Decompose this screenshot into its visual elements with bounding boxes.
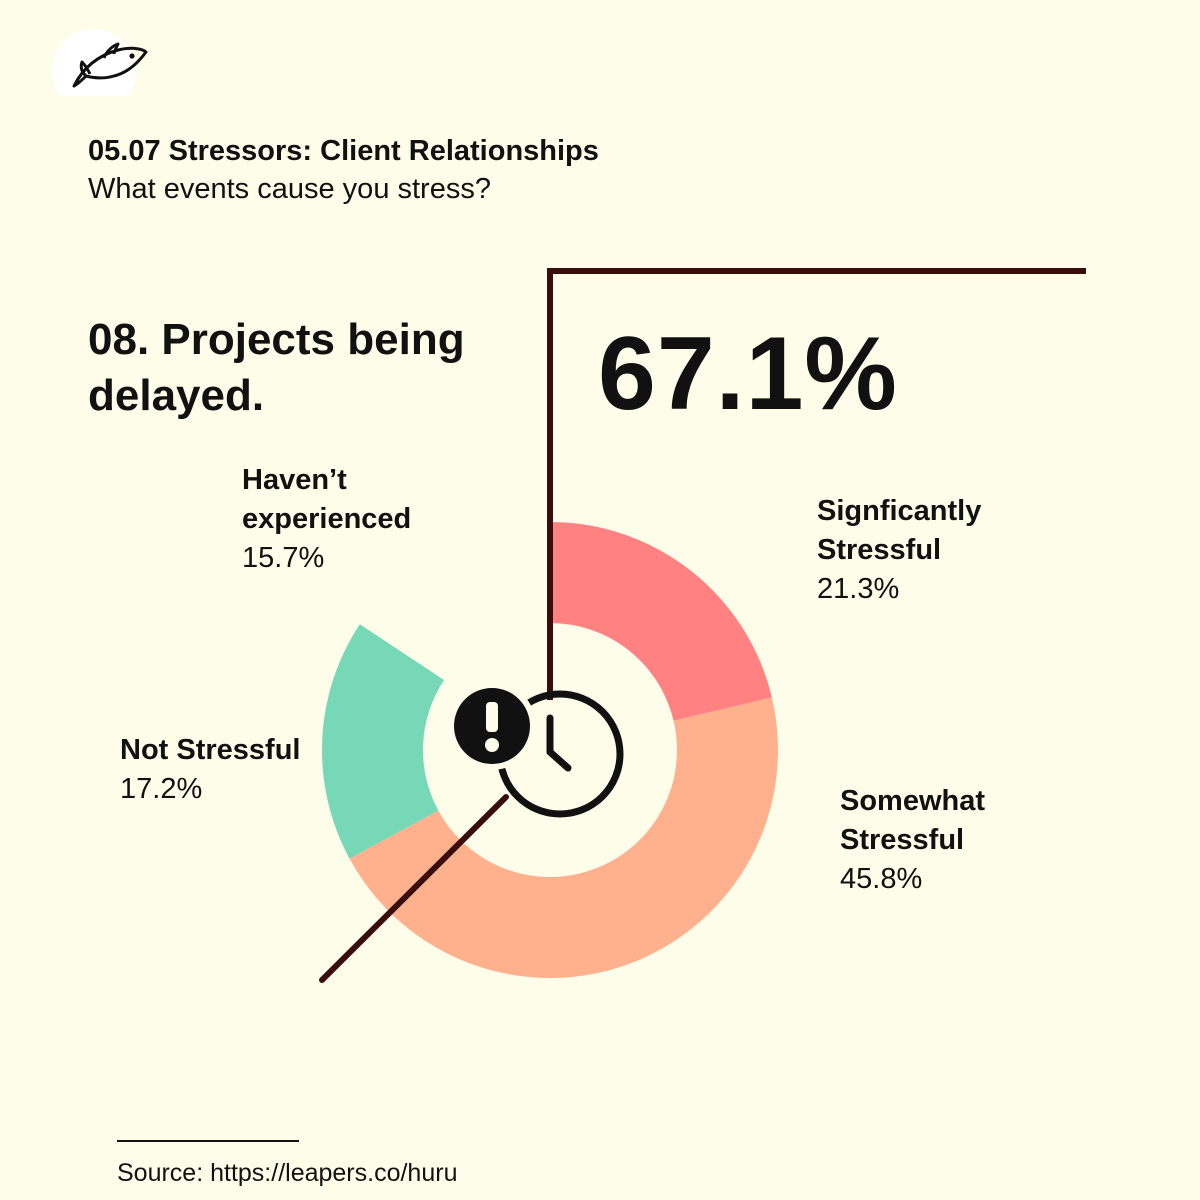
page-subtitle: What events cause you stress? — [88, 173, 491, 205]
slice-value: 17.2% — [120, 773, 203, 805]
slice-label-havent-experienced: Haven’t experienced 15.7% — [242, 461, 502, 578]
slice-name: Signficantly Stressful — [817, 495, 982, 566]
slice-label-somewhat-stressful: Somewhat Stressful 45.8% — [840, 782, 1100, 899]
slice-value: 15.7% — [242, 542, 325, 574]
slice-label-not-stressful: Not Stressful 17.2% — [120, 731, 320, 809]
source-text: Source: https://leapers.co/huru — [117, 1159, 458, 1187]
alert-clock-icon — [448, 682, 624, 818]
donut-slice-not-stressful — [321, 624, 445, 859]
slice-value: 21.3% — [817, 573, 900, 605]
highlight-divider-line — [319, 794, 509, 983]
slice-name: Not Stressful — [120, 734, 301, 766]
slice-name: Somewhat Stressful — [840, 785, 986, 856]
donut-slice-somewhat-stressful — [349, 697, 779, 979]
fish-logo-icon — [52, 29, 148, 96]
donut-slice-signficantly-stressful — [550, 522, 772, 721]
slice-name: Haven’t experienced — [242, 464, 412, 535]
footer-divider — [117, 1140, 299, 1142]
question-title: 08. Projects being delayed. — [88, 315, 465, 420]
slice-label-significantly-stressful: Signficantly Stressful 21.3% — [817, 492, 1077, 609]
footer: Source: https://leapers.co/huru — [117, 1140, 457, 1190]
highlight-bracket-line — [547, 268, 1086, 700]
page-title: 05.07 Stressors: Client Relationships — [88, 135, 599, 167]
header: 05.07 Stressors: Client Relationships Wh… — [88, 132, 599, 208]
slice-value: 45.8% — [840, 863, 923, 895]
highlight-percent: 67.1% — [598, 316, 898, 432]
